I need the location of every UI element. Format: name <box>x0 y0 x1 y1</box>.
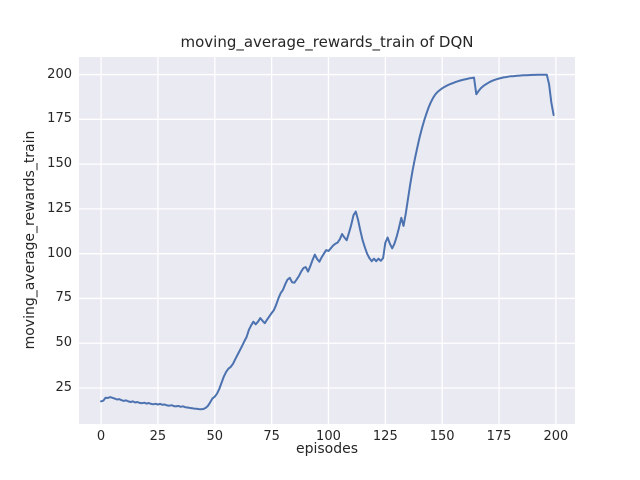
y-tick-label: 200 <box>47 66 72 82</box>
y-tick-label: 175 <box>47 111 72 127</box>
x-tick-label: 150 <box>429 429 455 444</box>
y-tick-label: 150 <box>47 156 72 172</box>
x-tick-label: 50 <box>206 429 224 444</box>
x-tick-label: 0 <box>96 429 106 444</box>
x-tick-label: 100 <box>316 429 341 444</box>
x-tick-label: 125 <box>372 429 398 444</box>
y-tick-label: 100 <box>47 245 72 261</box>
x-tick-label: 75 <box>263 429 280 444</box>
data-line-moving_average_rewards_train <box>100 73 555 411</box>
axes-background <box>79 57 575 424</box>
x-tick-label: 175 <box>486 429 512 444</box>
x-tick-label: 200 <box>543 429 569 444</box>
x-axis-label: episodes <box>295 441 359 457</box>
y-tick-label: 125 <box>47 200 72 216</box>
y-tick-label: 25 <box>55 379 72 395</box>
y-tick-label: 50 <box>55 335 72 351</box>
y-tick-label: 75 <box>55 290 72 306</box>
x-tick-label: 25 <box>149 429 167 444</box>
chart-title: moving_average_rewards_train of DQN <box>180 33 474 51</box>
